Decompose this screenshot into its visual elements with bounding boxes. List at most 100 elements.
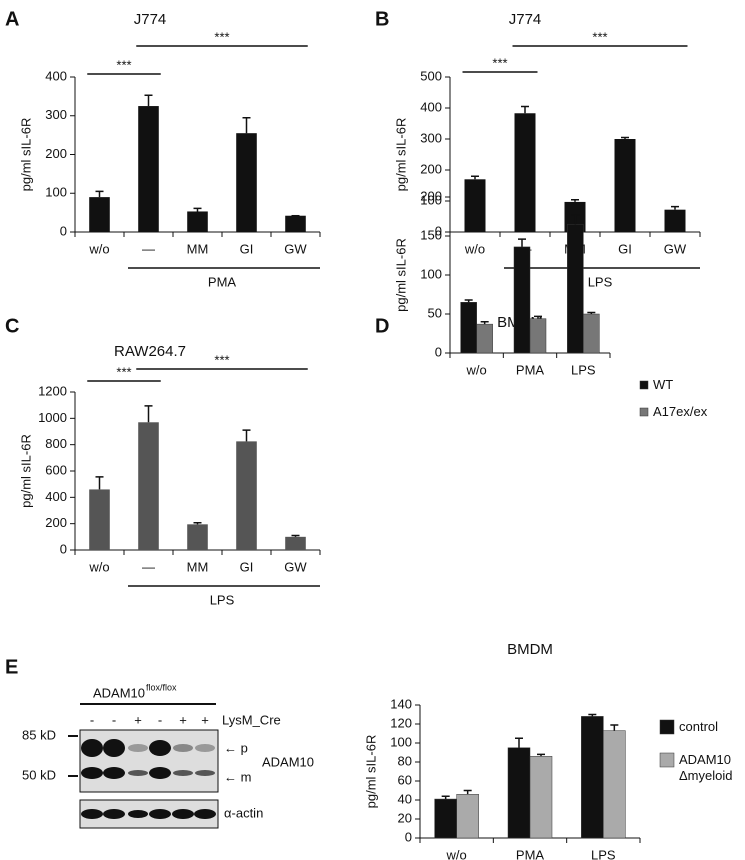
chart-title: J774: [134, 11, 167, 28]
bar: [138, 106, 159, 232]
y-tick-label: 0: [405, 829, 412, 844]
bar: [434, 798, 457, 839]
error-bar: [242, 429, 251, 442]
genotype-sup: flox/flox: [146, 682, 177, 692]
bar: [89, 489, 110, 550]
bar: [507, 747, 531, 839]
y-tick-label: 600: [45, 462, 67, 477]
legend-label: WT: [653, 377, 673, 392]
significance-label: ***: [492, 55, 507, 70]
band-label: ← p: [224, 740, 248, 755]
error-bar: [441, 795, 450, 800]
legend-label: control: [679, 719, 718, 734]
x-tick-label: —: [142, 241, 155, 256]
bar: [285, 215, 306, 232]
bar: [614, 139, 636, 232]
error-bar: [587, 311, 596, 314]
y-tick-label: 300: [420, 130, 442, 145]
group-label: LPS: [588, 274, 613, 289]
error-bar: [518, 238, 526, 247]
y-tick-label: 100: [390, 734, 412, 749]
legend-text: ADAM10 Δmyeloid: [679, 752, 733, 783]
x-tick-label: LPS: [571, 362, 596, 377]
bar: [513, 246, 531, 354]
y-tick-label: 200: [420, 161, 442, 176]
bar: [138, 422, 159, 550]
error-bar: [463, 789, 472, 795]
error-bar: [471, 175, 479, 180]
loading-label: α-actin: [224, 805, 263, 820]
y-tick-label: 20: [398, 810, 412, 825]
lane-sign: -: [158, 712, 162, 727]
y-tick-label: 100: [420, 192, 442, 207]
bar: [567, 224, 584, 354]
x-tick-label: LPS: [591, 847, 616, 860]
y-tick-label: 50: [428, 305, 442, 320]
x-tick-label: GI: [240, 559, 254, 574]
y-tick-label: 1000: [38, 410, 67, 425]
error-bar: [571, 214, 580, 225]
x-tick-label: PMA: [516, 847, 545, 860]
bar: [236, 441, 257, 550]
y-tick-label: 0: [435, 223, 442, 238]
x-tick-label: w/o: [88, 559, 109, 574]
legend-swatch: [639, 380, 649, 390]
legend-label: A17ex/ex: [653, 404, 708, 419]
bar: [187, 524, 208, 550]
significance-label: ***: [116, 57, 131, 72]
bar: [236, 133, 257, 232]
legend-text: A17ex/ex: [653, 404, 708, 419]
error-bar: [291, 534, 300, 537]
panel-letter: A: [5, 8, 19, 30]
y-axis-label: pg/ml sIL-6R: [363, 735, 378, 809]
bar: [476, 323, 493, 354]
significance-label: ***: [214, 352, 229, 367]
lane-label: LysM_Cre: [222, 712, 281, 727]
x-tick-label: GI: [240, 241, 254, 256]
x-tick-label: GW: [664, 241, 687, 256]
y-tick-label: 200: [45, 146, 67, 161]
band-label: ← m: [224, 769, 251, 784]
bar: [514, 113, 536, 232]
x-tick-label: PMA: [516, 362, 545, 377]
significance-label: ***: [116, 364, 131, 379]
y-tick-label: 80: [398, 753, 412, 768]
error-bar: [588, 713, 597, 717]
x-tick-label: GI: [618, 241, 632, 256]
y-axis-label: pg/ml sIL-6R: [393, 118, 408, 192]
error-bar: [193, 207, 202, 212]
legend-label: ADAM10 Δmyeloid: [679, 752, 733, 783]
bar: [664, 209, 686, 232]
panel-letter: C: [5, 315, 19, 337]
x-tick-label: w/o: [446, 847, 467, 860]
y-tick-label: 1200: [38, 383, 67, 398]
y-tick-label: 400: [45, 489, 67, 504]
error-bar: [521, 105, 529, 114]
x-tick-label: GW: [284, 241, 307, 256]
error-bar: [610, 724, 619, 731]
x-tick-label: —: [142, 559, 155, 574]
error-bar: [671, 205, 679, 210]
error-bar: [464, 299, 473, 303]
lane-sign: +: [201, 712, 209, 727]
bar: [603, 730, 626, 839]
significance-label: ***: [592, 29, 607, 44]
y-tick-label: 150: [420, 227, 442, 242]
x-tick-label: MM: [187, 559, 209, 574]
error-bar: [95, 476, 104, 490]
y-tick-label: 200: [420, 188, 442, 203]
error-bar: [144, 405, 153, 423]
y-axis-label: pg/ml sIL-6R: [18, 118, 33, 192]
x-tick-label: w/o: [466, 362, 487, 377]
chart-title: RAW264.7: [114, 343, 186, 360]
error-bar: [242, 116, 251, 134]
bar: [285, 536, 306, 550]
error-bar: [144, 94, 153, 107]
x-tick-label: GW: [284, 559, 307, 574]
y-tick-label: 0: [435, 344, 442, 359]
bar: [89, 197, 110, 232]
legend-swatch: [659, 719, 675, 735]
y-tick-label: 60: [398, 772, 412, 787]
group-label: PMA: [208, 274, 237, 289]
